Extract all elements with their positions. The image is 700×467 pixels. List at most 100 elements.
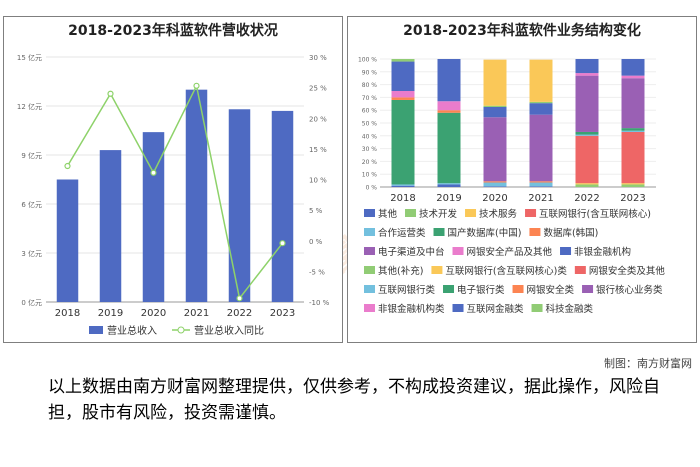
y2-tick-label: 30 % bbox=[309, 54, 327, 62]
y-tick-label: 15 亿元 bbox=[17, 53, 42, 62]
legend-label: 银行核心业务类 bbox=[596, 284, 663, 296]
bar bbox=[142, 132, 165, 302]
y2-tick-label: 5 % bbox=[309, 207, 323, 215]
stacked-bar-segment bbox=[621, 131, 645, 184]
legend-swatch bbox=[364, 304, 375, 312]
stacked-bar-segment bbox=[391, 91, 415, 98]
stacked-bar-segment bbox=[437, 112, 461, 184]
legend-swatch bbox=[560, 247, 572, 255]
revenue-chart-panel: 2018-2023年科蓝软件营收状况 0 亿元 3 亿元 6 亿元 9 亿元 12 亿元… bbox=[3, 16, 343, 343]
stacked-bar-segment bbox=[621, 59, 645, 76]
x-tick-label: 2023 bbox=[620, 193, 645, 204]
stacked-bar-segment bbox=[529, 181, 553, 183]
legend-swatch bbox=[531, 304, 543, 312]
legend-label: 网银安全产品及其他 bbox=[467, 246, 553, 258]
stacked-bar-segment bbox=[575, 134, 599, 136]
legend-swatch bbox=[574, 266, 586, 274]
legend-label: 科技金融类 bbox=[546, 303, 594, 315]
y-tick-label: 10 % bbox=[362, 172, 378, 179]
stacked-bar-segment bbox=[621, 130, 645, 132]
stacked-bar-segment bbox=[437, 59, 461, 102]
y-tick-label: 40 % bbox=[362, 133, 378, 140]
y-tick-label: 100 % bbox=[358, 57, 377, 64]
y-tick-label: 60 % bbox=[362, 108, 378, 115]
y-tick-label: 12 亿元 bbox=[17, 102, 42, 111]
x-tick-label: 2021 bbox=[528, 193, 553, 204]
stacked-bar-segment bbox=[483, 59, 507, 106]
stacked-bar-segment bbox=[437, 110, 461, 113]
legend-label: 互联网银行类 bbox=[378, 284, 436, 296]
data-point bbox=[193, 82, 200, 89]
x-tick-label: 2020 bbox=[482, 193, 507, 204]
x-tick-label: 2022 bbox=[574, 193, 599, 204]
revenue-chart: 0 亿元 3 亿元 6 亿元 9 亿元 12 亿元 15 亿元 -10 % -5 % 0 % 5 … bbox=[17, 53, 330, 337]
data-point bbox=[279, 240, 286, 247]
chart-title: 2018-2023年科蓝软件业务结构变化 bbox=[403, 23, 641, 39]
legend-swatch bbox=[177, 326, 185, 334]
legend-swatch bbox=[465, 209, 477, 217]
legend-swatch bbox=[582, 285, 594, 293]
disclaimer-text: 以上数据由南方财富网整理提供，仅供参考，不构成投资建议，据此操作，风险自担，股市… bbox=[48, 377, 660, 423]
legend-swatch bbox=[364, 285, 375, 293]
legend-swatch bbox=[364, 266, 375, 274]
y2-tick-label: 20 % bbox=[309, 115, 327, 123]
stacked-bar-segment bbox=[621, 75, 645, 79]
bar bbox=[56, 179, 79, 302]
data-point bbox=[64, 162, 71, 170]
legend-label: 互联网银行(含互联网核心) bbox=[539, 208, 651, 220]
y-tick-label: 30 % bbox=[362, 146, 378, 153]
legend-label: 电子渠道及中台 bbox=[378, 246, 445, 258]
y2-tick-label: -10 % bbox=[309, 299, 330, 307]
stacked-bar-segment bbox=[529, 59, 553, 102]
stacked-bar-segment bbox=[621, 183, 645, 185]
structure-chart-panel: 2018-2023年科蓝软件业务结构变化 0 % 10 % 20 % 30 % 40 %… bbox=[347, 16, 697, 343]
structure-chart: 0 % 10 % 20 % 30 % 40 % 50 % 60 % 70 % 80 % 90 % 1… bbox=[358, 57, 665, 316]
stacked-bar-segment bbox=[483, 186, 507, 187]
stacked-bar-segment bbox=[529, 103, 553, 115]
legend-swatch bbox=[89, 326, 103, 334]
data-point bbox=[236, 295, 243, 302]
y-tick-label: 70 % bbox=[362, 95, 378, 102]
stacked-bar-segment bbox=[621, 128, 645, 131]
stacked-bar-segment bbox=[575, 75, 599, 132]
stacked-bar-segment bbox=[575, 183, 599, 185]
stacked-bar-segment bbox=[483, 117, 507, 182]
legend-swatch bbox=[433, 228, 445, 236]
legend-swatch bbox=[443, 285, 455, 293]
stacked-bar-segment bbox=[437, 101, 461, 111]
legend-label: 数据库(韩国) bbox=[543, 227, 598, 239]
legend-swatch bbox=[452, 247, 464, 255]
stacked-bar-segment bbox=[621, 78, 645, 129]
y-tick-label: 0 % bbox=[366, 185, 378, 192]
stacked-bar-segment bbox=[529, 182, 553, 187]
stacked-bar-segment bbox=[391, 59, 415, 62]
y-tick-label: 3 亿元 bbox=[21, 249, 42, 258]
stacked-bar-segment bbox=[391, 185, 415, 187]
stacked-bar-segment bbox=[575, 59, 599, 74]
y-tick-label: 9 亿元 bbox=[21, 151, 42, 160]
legend-label: 其他(补充) bbox=[378, 265, 423, 277]
credit-text: 制图：南方财富网 bbox=[604, 357, 692, 370]
y-tick-label: 0 亿元 bbox=[21, 298, 42, 307]
legend-swatch bbox=[364, 228, 375, 236]
stacked-bar-segment bbox=[483, 182, 507, 187]
x-tick-label: 2021 bbox=[184, 308, 209, 319]
stacked-bar-segment bbox=[391, 99, 415, 185]
stacked-bar-segment bbox=[437, 183, 461, 185]
y2-tick-label: 15 % bbox=[309, 146, 327, 154]
y2-tick-label: -5 % bbox=[309, 268, 325, 276]
x-tick-label: 2018 bbox=[390, 193, 415, 204]
y-tick-label: 6 亿元 bbox=[21, 200, 42, 209]
y-tick-label: 80 % bbox=[362, 82, 378, 89]
stacked-bar-segment bbox=[483, 107, 507, 118]
x-tick-label: 2019 bbox=[436, 193, 461, 204]
legend-swatch bbox=[525, 209, 537, 217]
x-tick-label: 2020 bbox=[141, 308, 166, 319]
y2-tick-label: 0 % bbox=[309, 238, 323, 246]
stacked-bar-segment bbox=[529, 101, 553, 104]
legend-label: 网银安全类 bbox=[527, 284, 575, 296]
stacked-bar-segment bbox=[391, 184, 415, 186]
data-point bbox=[107, 90, 114, 97]
legend-label: 非银金融机构 bbox=[574, 246, 631, 258]
bar bbox=[271, 110, 294, 303]
